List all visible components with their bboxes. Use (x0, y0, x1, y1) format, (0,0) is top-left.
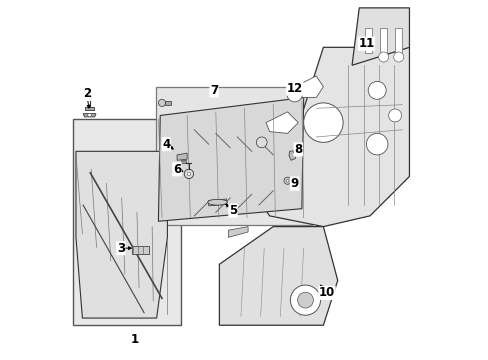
Text: 3: 3 (117, 242, 124, 255)
Polygon shape (164, 101, 171, 105)
Polygon shape (288, 150, 295, 160)
Text: 5: 5 (228, 204, 237, 217)
Polygon shape (208, 199, 226, 206)
Circle shape (184, 169, 193, 179)
Circle shape (286, 86, 302, 102)
Text: 2: 2 (82, 87, 91, 100)
Circle shape (284, 177, 290, 184)
Polygon shape (294, 76, 323, 98)
Text: 7: 7 (209, 84, 218, 97)
Ellipse shape (207, 199, 227, 205)
Bar (73, 119, 180, 325)
Circle shape (297, 292, 313, 308)
Polygon shape (247, 47, 408, 226)
Polygon shape (177, 153, 187, 160)
Bar (379, 28, 386, 53)
Circle shape (303, 103, 343, 142)
Bar (155, 87, 311, 225)
Circle shape (388, 109, 401, 122)
Bar (131, 246, 148, 253)
Text: 4: 4 (162, 138, 170, 150)
Circle shape (88, 113, 91, 117)
Text: 10: 10 (318, 287, 334, 300)
Polygon shape (76, 151, 167, 318)
Text: 8: 8 (294, 143, 302, 156)
Circle shape (393, 52, 403, 62)
Polygon shape (265, 112, 298, 134)
Polygon shape (180, 160, 185, 163)
Polygon shape (83, 114, 96, 117)
Circle shape (367, 81, 386, 99)
Bar (85, 107, 94, 110)
Text: 9: 9 (290, 177, 298, 190)
Circle shape (290, 285, 320, 315)
Text: 1: 1 (131, 333, 139, 346)
Text: 11: 11 (358, 37, 374, 50)
Bar (394, 28, 401, 53)
Text: 6: 6 (173, 163, 181, 176)
Polygon shape (228, 226, 247, 237)
Circle shape (285, 179, 288, 182)
Polygon shape (351, 8, 408, 65)
Circle shape (366, 134, 387, 155)
Circle shape (256, 137, 266, 148)
Circle shape (378, 52, 388, 62)
Text: 12: 12 (286, 82, 302, 95)
Circle shape (158, 99, 165, 107)
Circle shape (187, 172, 190, 176)
Bar (364, 28, 371, 53)
Polygon shape (158, 98, 303, 221)
Polygon shape (219, 226, 337, 325)
